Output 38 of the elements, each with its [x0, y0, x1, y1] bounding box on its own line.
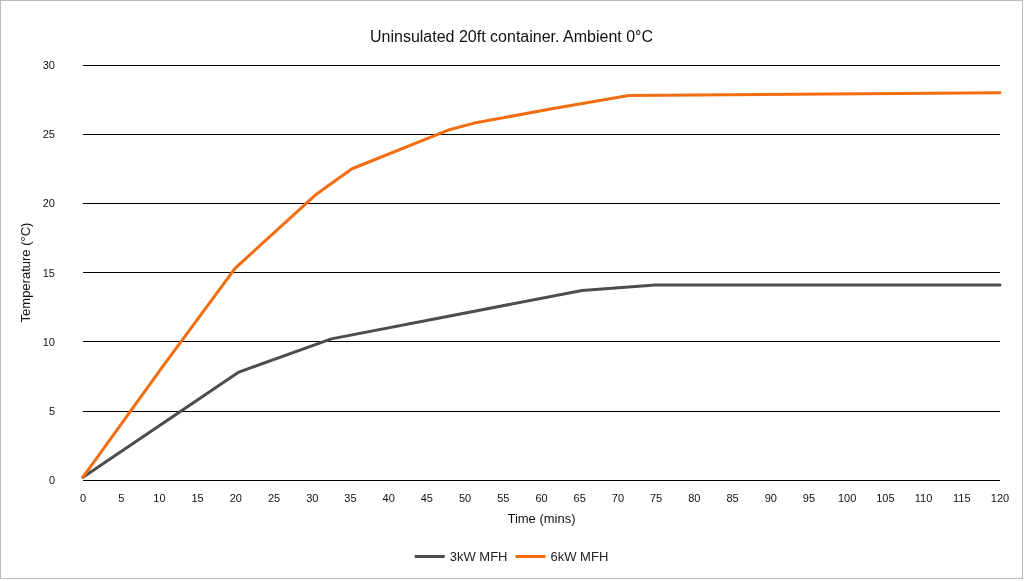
legend-label: 6kW MFH	[550, 549, 609, 564]
y-tick-label: 15	[42, 266, 55, 279]
x-tick-label: 80	[688, 491, 701, 504]
chart-title: Uninsulated 20ft container. Ambient 0°C	[369, 27, 654, 45]
y-axis-title: Temperature (°C)	[17, 222, 33, 323]
x-tick-label: 40	[382, 491, 395, 504]
x-tick-label: 70	[611, 491, 625, 504]
x-tick-label: 120	[990, 491, 1010, 504]
y-tick-label: 20	[42, 197, 55, 210]
x-tick-label: 115	[953, 491, 971, 504]
x-tick-label: 95	[802, 491, 816, 504]
x-tick-label: 90	[764, 491, 777, 504]
x-tick-label: 0	[79, 491, 87, 504]
x-tick-label: 100	[837, 491, 857, 504]
line-series	[81, 91, 1002, 479]
x-tick-label: 30	[306, 491, 319, 504]
x-tick-label: 25	[267, 491, 281, 504]
x-tick-label: 45	[420, 491, 433, 504]
y-tick-label: 30	[42, 59, 55, 71]
x-tick-label: 110	[914, 491, 933, 504]
x-tick-label: 55	[497, 491, 510, 504]
x-tick-label: 10	[153, 491, 166, 504]
y-tick-label: 10	[42, 335, 55, 348]
x-tick-label: 35	[344, 491, 357, 504]
x-tick-label: 60	[535, 491, 548, 504]
y-tick-label: 5	[48, 404, 55, 417]
y-tick-label: 25	[42, 128, 55, 141]
x-tick-label: 50	[458, 491, 472, 504]
x-tick-label: 65	[573, 491, 586, 504]
x-axis-title: Time (mins)	[507, 511, 576, 526]
x-tick-label: 15	[191, 491, 204, 504]
y-tick-label: 0	[48, 474, 55, 486]
x-tick-label: 85	[726, 491, 739, 504]
x-tick-label: 5	[118, 491, 125, 504]
legend-label: 3kW MFH	[449, 549, 508, 564]
x-tick-label: 105	[876, 491, 895, 504]
x-tick-label: 75	[650, 491, 663, 504]
x-tick-label: 20	[229, 491, 242, 504]
